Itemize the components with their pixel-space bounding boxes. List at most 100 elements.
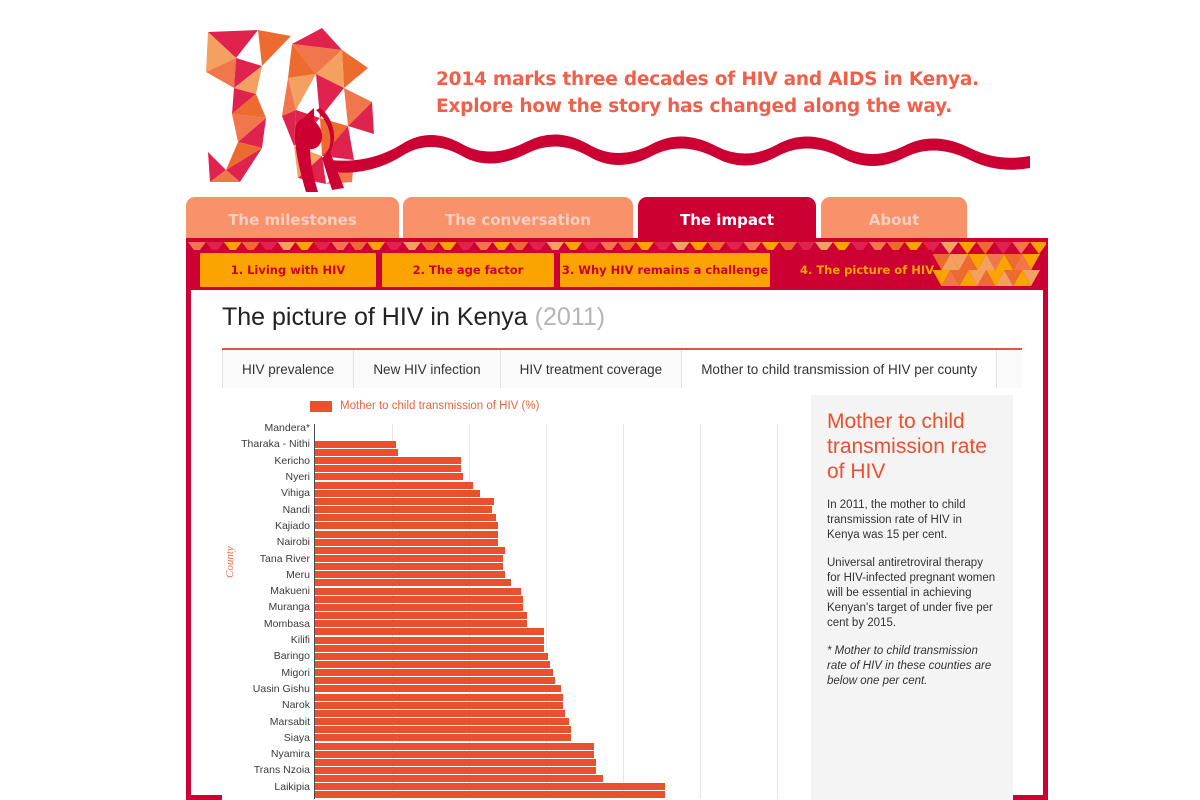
- tab-about[interactable]: About: [821, 197, 967, 242]
- subtab-label: 2. The age factor: [412, 263, 524, 277]
- chart-tab-bar[interactable]: HIV prevalence New HIV infection HIV tre…: [222, 348, 1022, 388]
- bar[interactable]: [315, 766, 596, 774]
- side-paragraph-2: Universal antiretroviral therapy for HIV…: [827, 557, 996, 629]
- bar[interactable]: [315, 603, 523, 611]
- bar[interactable]: [315, 465, 462, 473]
- bar[interactable]: [315, 579, 512, 587]
- bar[interactable]: [315, 742, 594, 750]
- bar[interactable]: [315, 709, 565, 717]
- bar[interactable]: [315, 481, 473, 489]
- sub-nav-bar[interactable]: 1. Living with HIV 2. The age factor 3. …: [186, 238, 1048, 292]
- bar[interactable]: [315, 783, 665, 791]
- bar[interactable]: [315, 538, 498, 546]
- bar[interactable]: [315, 587, 521, 595]
- chart-tab-hiv-prevalence[interactable]: HIV prevalence: [222, 350, 355, 388]
- bar[interactable]: [315, 522, 498, 530]
- bar[interactable]: [315, 563, 504, 571]
- page-title-text: The picture of HIV in Kenya: [222, 303, 528, 331]
- bar[interactable]: [315, 506, 492, 514]
- side-paragraph-1: In 2011, the mother to child transmissio…: [827, 499, 966, 541]
- headline: 2014 marks three decades of HIV and AIDS…: [436, 66, 996, 120]
- bar[interactable]: [315, 473, 464, 481]
- category-label: Migori: [281, 666, 310, 679]
- legend-swatch-icon: [310, 400, 332, 412]
- chart-tab-label: HIV prevalence: [242, 361, 335, 377]
- headline-line-2: Explore how the story has changed along …: [436, 96, 953, 117]
- chart-tab-label: New HIV infection: [373, 361, 481, 377]
- bar[interactable]: [315, 612, 527, 620]
- subtab-label: 1. Living with HIV: [230, 263, 346, 277]
- category-label: Trans Nzoia: [253, 764, 310, 777]
- tab-the-conversation[interactable]: The conversation: [403, 197, 633, 242]
- bar[interactable]: [315, 644, 544, 652]
- category-label: Baringo: [273, 650, 310, 663]
- bar-chart: Mother to child transmission of HIV (%) …: [222, 388, 837, 800]
- gridline: [468, 424, 470, 799]
- category-label: Kajiado: [274, 519, 310, 532]
- bar[interactable]: [315, 685, 562, 693]
- tab-the-milestones[interactable]: The milestones: [186, 197, 399, 242]
- logo-30-icon: [206, 28, 374, 192]
- bar[interactable]: [315, 546, 506, 554]
- bar[interactable]: [315, 440, 396, 448]
- chart-tab-hiv-treatment-coverage[interactable]: HIV treatment coverage: [501, 350, 683, 388]
- bar[interactable]: [315, 457, 462, 465]
- category-label: Narok: [281, 699, 310, 712]
- bar[interactable]: [315, 530, 498, 538]
- bar[interactable]: [315, 660, 550, 668]
- bar[interactable]: [315, 628, 544, 636]
- gridline: [699, 424, 701, 799]
- subtab-why-hiv-remains-a-challenge[interactable]: 3. Why HIV remains a challenge: [560, 253, 770, 287]
- category-label: Nyeri: [285, 470, 310, 483]
- bar[interactable]: [315, 595, 523, 603]
- category-label: Nairobi: [276, 536, 310, 549]
- bar[interactable]: [315, 497, 494, 505]
- bar[interactable]: [315, 636, 544, 644]
- bar[interactable]: [315, 514, 496, 522]
- gridline: [776, 424, 778, 799]
- ribbon-wave-decoration: [330, 134, 1030, 173]
- headline-line-1: 2014 marks three decades of HIV and AIDS…: [436, 69, 979, 90]
- gridline: [391, 424, 393, 799]
- bar[interactable]: [315, 750, 594, 758]
- category-label: Meru: [286, 568, 310, 581]
- main-tab-bar[interactable]: The milestones The conversation The impa…: [186, 197, 976, 242]
- bar[interactable]: [315, 701, 564, 709]
- subtab-the-picture-of-hiv[interactable]: 4. The picture of HIV: [776, 253, 958, 287]
- bar[interactable]: [315, 620, 527, 628]
- category-label: Tana River: [259, 552, 310, 565]
- content-panel: The picture of HIV in Kenya (2011) HIV p…: [186, 290, 1048, 800]
- bar[interactable]: [315, 669, 554, 677]
- bar[interactable]: [315, 677, 556, 685]
- category-label: Laikipia: [274, 780, 310, 793]
- bar[interactable]: [315, 734, 571, 742]
- gridline: [545, 424, 547, 799]
- category-label: Kilifi: [290, 634, 310, 647]
- bar[interactable]: [315, 718, 569, 726]
- chart-tab-label: HIV treatment coverage: [519, 361, 663, 377]
- bar[interactable]: [315, 652, 548, 660]
- bar[interactable]: [315, 693, 564, 701]
- tab-label: About: [868, 210, 920, 229]
- page-title-year: (2011): [534, 303, 606, 331]
- category-labels: Mandera* Tharaka - Nithi Kericho Nyeri Vihig…: [222, 423, 310, 799]
- bar[interactable]: [315, 555, 504, 562]
- bar[interactable]: [315, 758, 596, 766]
- chart-tab-mother-to-child-transmission[interactable]: Mother to child transmission of HIV per …: [682, 350, 998, 388]
- tab-the-impact[interactable]: The impact: [638, 197, 816, 242]
- category-label: Nyamira: [270, 748, 310, 761]
- category-label: Mombasa: [263, 617, 310, 630]
- bar[interactable]: [315, 489, 481, 497]
- bar[interactable]: [315, 791, 665, 799]
- bar[interactable]: [315, 726, 571, 734]
- bar[interactable]: [315, 449, 398, 457]
- chart-tab-label: Mother to child transmission of HIV per …: [701, 361, 978, 377]
- category-label: Kericho: [274, 454, 310, 467]
- subtab-the-age-factor[interactable]: 2. The age factor: [382, 253, 554, 287]
- category-label: Nandi: [282, 503, 310, 516]
- chart-tab-new-hiv-infection[interactable]: New HIV infection: [354, 350, 501, 388]
- bar[interactable]: [315, 775, 604, 783]
- subtab-living-with-hiv[interactable]: 1. Living with HIV: [200, 253, 376, 287]
- bar[interactable]: [315, 571, 506, 579]
- chart-legend: Mother to child transmission of HIV (%): [310, 400, 539, 412]
